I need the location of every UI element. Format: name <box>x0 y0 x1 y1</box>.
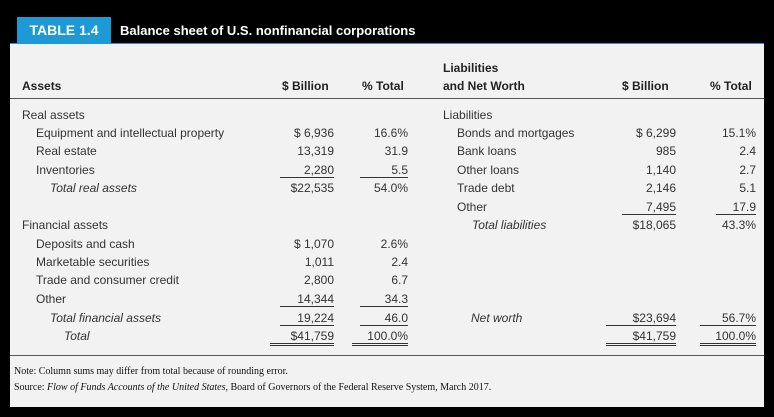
liability-total-pct: 43.3% <box>721 218 756 232</box>
net-worth-pct: 56.7% <box>700 311 756 326</box>
liability-pct: 2.4 <box>739 144 756 158</box>
asset-pct: 5.5 <box>360 163 408 178</box>
asset-label: Inventories <box>36 163 95 177</box>
section-liabilities: Liabilities <box>443 108 493 122</box>
asset-pct: 16.6% <box>373 126 408 140</box>
asset-billion: 2,800 <box>303 273 334 287</box>
asset-label: Trade and consumer credit <box>36 273 179 287</box>
asset-total-label: Total real assets <box>50 181 137 195</box>
table-title: Balance sheet of U.S. nonfinancial corpo… <box>120 23 416 38</box>
header-rule <box>10 98 764 99</box>
asset-grand-total-pct: 100.0% <box>352 329 408 346</box>
liability-total-billion: $18,065 <box>632 218 676 232</box>
liability-pct: 15.1% <box>721 126 756 140</box>
liability-pct: 5.1 <box>739 181 756 195</box>
liability-billion: 2,146 <box>645 181 676 195</box>
table-number-badge: TABLE 1.4 <box>17 17 111 44</box>
asset-pct: 2.4 <box>391 255 408 269</box>
liability-billion: $ 6,299 <box>635 126 676 140</box>
source-rest: Board of Governors of the Federal Reserv… <box>227 382 492 393</box>
asset-total-financial-billion: 19,224 <box>280 311 334 326</box>
asset-grand-total-billion: $41,759 <box>270 329 334 346</box>
liability-billion: 985 <box>655 144 676 158</box>
liability-billion: 1,140 <box>645 163 676 177</box>
header-assets: Assets <box>22 79 62 93</box>
section-real-assets: Real assets <box>22 108 85 122</box>
asset-label: Equipment and intellectual property <box>36 126 225 140</box>
asset-total-billion: $22,535 <box>290 181 334 195</box>
section-financial-assets: Financial assets <box>22 218 109 232</box>
liability-total-label: Total liabilities <box>472 218 547 232</box>
header-billion-assets: $ Billion <box>282 79 329 93</box>
title-rule <box>10 43 764 44</box>
asset-billion: 13,319 <box>297 144 334 158</box>
asset-billion: $ 6,936 <box>293 126 334 140</box>
asset-total-financial-pct: 46.0 <box>360 311 408 326</box>
asset-grand-total-label: Total <box>64 329 90 343</box>
liability-label: Trade debt <box>457 181 515 195</box>
liability-label: Bonds and mortgages <box>457 126 575 140</box>
asset-billion: 2,280 <box>280 163 334 178</box>
net-worth-billion: $23,694 <box>606 311 676 326</box>
liability-pct: 17.9 <box>716 200 756 215</box>
footer-rule <box>10 355 764 356</box>
asset-pct: 6.7 <box>391 273 408 287</box>
header-pct-liab: % Total <box>710 79 752 93</box>
asset-billion: 1,011 <box>304 255 334 269</box>
liability-label: Bank loans <box>457 144 517 158</box>
title-bar <box>10 10 764 43</box>
liab-grand-total-billion: $41,759 <box>606 329 676 346</box>
asset-label: Marketable securities <box>36 255 150 269</box>
source-prefix: Source: <box>14 382 48 393</box>
net-worth-label: Net worth <box>471 311 523 325</box>
asset-total-pct: 54.0% <box>373 181 408 195</box>
liability-label: Other loans <box>457 163 520 177</box>
header-liabilities-line1: Liabilities <box>443 61 499 75</box>
asset-billion: $ 1,070 <box>293 237 334 251</box>
liability-label: Other <box>457 200 488 214</box>
asset-label: Real estate <box>36 144 97 158</box>
liability-pct: 2.7 <box>739 163 756 177</box>
asset-label: Deposits and cash <box>36 237 135 251</box>
asset-pct: 2.6% <box>380 237 408 251</box>
asset-pct: 34.3 <box>360 292 408 307</box>
asset-billion: 14,344 <box>280 292 334 307</box>
liability-billion: 7,495 <box>622 200 676 215</box>
table-source: Source: Flow of Funds Accounts of the Un… <box>14 382 491 393</box>
source-title: Flow of Funds Accounts of the United Sta… <box>47 382 228 393</box>
header-pct-assets: % Total <box>362 79 404 93</box>
liab-grand-total-pct: 100.0% <box>700 329 756 346</box>
asset-total-financial-label: Total financial assets <box>50 311 161 325</box>
asset-pct: 31.9 <box>384 144 408 158</box>
header-liabilities-line2: and Net Worth <box>443 79 525 93</box>
asset-label: Other <box>36 292 67 306</box>
table-frame <box>10 10 764 407</box>
table-note: Note: Column sums may differ from total … <box>14 366 288 377</box>
header-billion-liab: $ Billion <box>622 79 669 93</box>
